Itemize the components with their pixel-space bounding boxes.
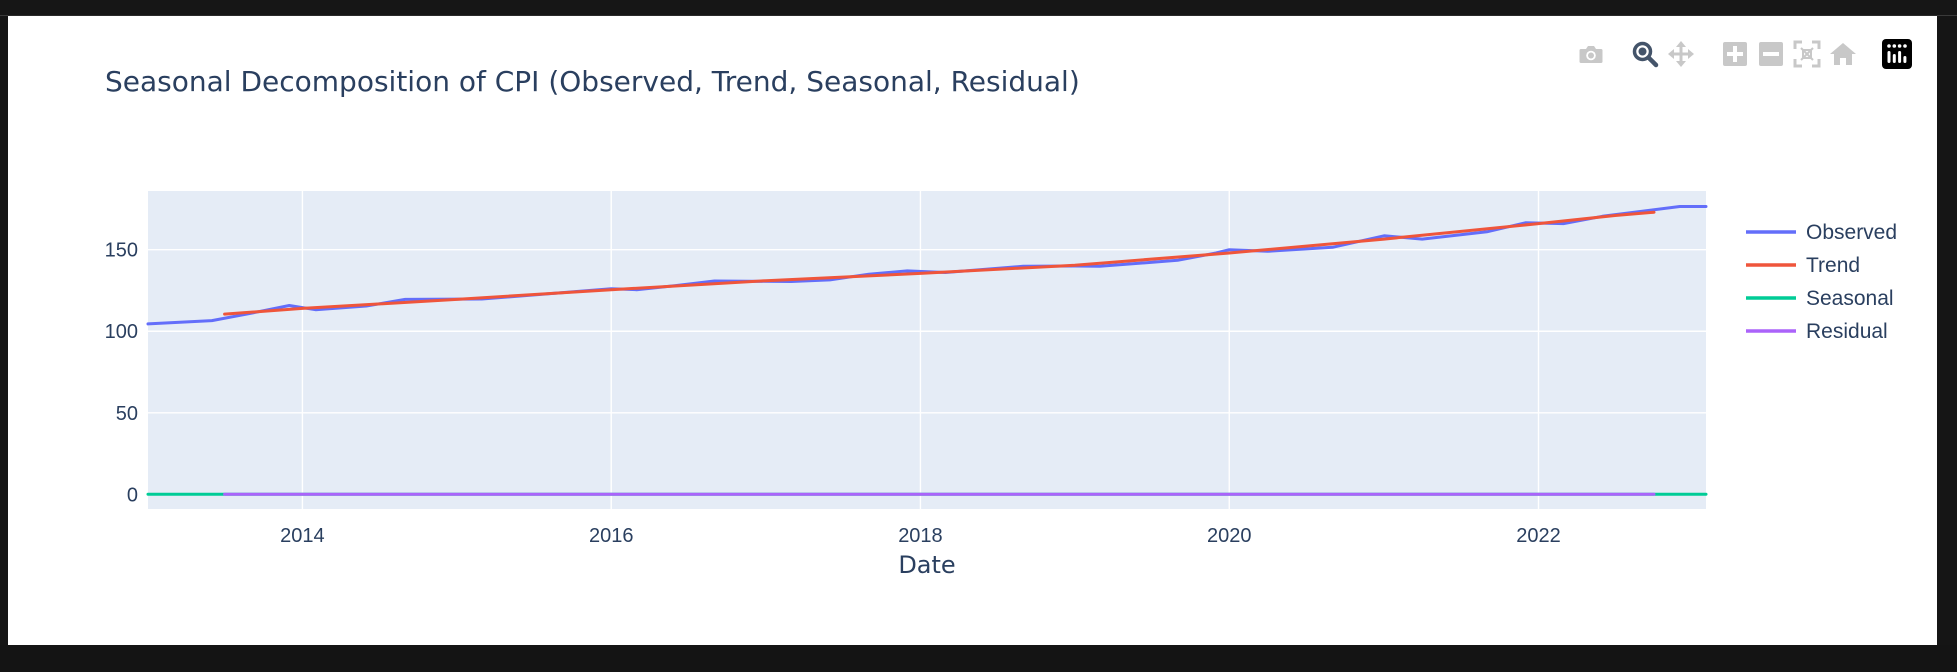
window-top-bar: [0, 0, 1957, 16]
plot-container: Seasonal Decomposition of CPI (Observed,…: [8, 15, 1937, 646]
home-icon: [1830, 43, 1856, 65]
plotly-logo-icon: [1882, 39, 1912, 69]
legend-item-residual[interactable]: Residual: [1746, 320, 1888, 343]
zoom-in-button[interactable]: [1717, 38, 1753, 70]
x-tick-label: 2016: [589, 525, 634, 547]
camera-button[interactable]: [1573, 38, 1609, 70]
modebar: [1573, 38, 1915, 70]
reset-axes-button[interactable]: [1825, 38, 1861, 70]
pan-button[interactable]: [1663, 38, 1699, 70]
legend-label: Residual: [1806, 320, 1888, 343]
y-tick-label: 150: [105, 240, 138, 262]
autoscale-icon: [1793, 40, 1821, 68]
plotly-logo-button[interactable]: [1879, 38, 1915, 70]
autoscale-button[interactable]: [1789, 38, 1825, 70]
x-tick-label: 2022: [1516, 525, 1561, 547]
legend[interactable]: Observed Trend Seasonal Residual: [1746, 221, 1897, 343]
window-bottom-bar: [0, 645, 1957, 672]
chart-title: Seasonal Decomposition of CPI (Observed,…: [105, 65, 1080, 98]
legend-label: Seasonal: [1806, 287, 1894, 310]
legend-item-observed[interactable]: Observed: [1746, 221, 1897, 244]
x-tick-label: 2014: [280, 525, 325, 547]
legend-item-seasonal[interactable]: Seasonal: [1746, 287, 1894, 310]
zoom-out-button[interactable]: [1753, 38, 1789, 70]
zoom-icon: [1632, 41, 1659, 68]
x-axis-title: Date: [898, 551, 955, 579]
y-tick-label: 100: [105, 321, 138, 343]
zoom-out-icon: [1759, 42, 1783, 66]
legend-item-trend[interactable]: Trend: [1746, 254, 1860, 277]
x-tick-label: 2018: [898, 525, 943, 547]
x-axis-ticks: 2014 2016 2018 2020 2022: [280, 525, 1561, 547]
y-tick-label: 50: [116, 403, 138, 425]
zoom-button[interactable]: [1627, 38, 1663, 70]
x-tick-label: 2020: [1207, 525, 1252, 547]
series-lines: [146, 205, 1708, 496]
legend-label: Observed: [1806, 221, 1897, 244]
series-line-trend[interactable]: [223, 210, 1656, 316]
zoom-in-icon: [1723, 42, 1747, 66]
plot-area[interactable]: [148, 191, 1706, 509]
y-tick-label: 0: [127, 484, 138, 506]
pan-icon: [1668, 41, 1694, 67]
chart: Seasonal Decomposition of CPI (Observed,…: [105, 65, 1897, 579]
camera-icon: [1579, 46, 1603, 63]
legend-label: Trend: [1806, 254, 1860, 277]
y-axis-ticks: 0 50 100 150: [105, 240, 138, 507]
